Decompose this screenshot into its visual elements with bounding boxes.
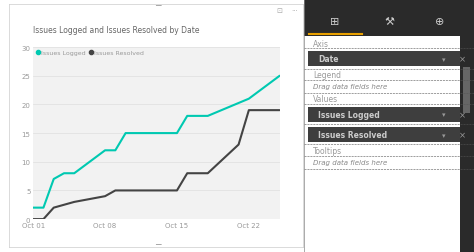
Text: ×: × bbox=[459, 55, 465, 64]
Text: ×: × bbox=[459, 110, 465, 119]
Text: Issues Logged and Issues Resolved by Date: Issues Logged and Issues Resolved by Dat… bbox=[33, 26, 200, 35]
Text: Values: Values bbox=[313, 95, 338, 104]
FancyBboxPatch shape bbox=[460, 0, 474, 252]
FancyBboxPatch shape bbox=[304, 0, 474, 37]
Text: Date: Date bbox=[318, 55, 338, 64]
Text: ⊕: ⊕ bbox=[436, 16, 445, 26]
Text: ×: × bbox=[459, 131, 465, 140]
Text: ━━: ━━ bbox=[155, 242, 162, 247]
Text: ▾: ▾ bbox=[442, 132, 445, 138]
Text: ▾: ▾ bbox=[442, 112, 445, 118]
Text: Drag data fields here: Drag data fields here bbox=[313, 160, 387, 166]
FancyBboxPatch shape bbox=[463, 68, 470, 113]
Text: ⊡: ⊡ bbox=[276, 8, 282, 14]
FancyBboxPatch shape bbox=[308, 108, 471, 122]
Legend: Issues Logged, Issues Resolved: Issues Logged, Issues Resolved bbox=[36, 51, 144, 56]
Text: Issues Logged: Issues Logged bbox=[318, 110, 380, 119]
Text: Drag data fields here: Drag data fields here bbox=[313, 84, 387, 90]
Text: Axis: Axis bbox=[313, 40, 329, 49]
Text: Legend: Legend bbox=[313, 71, 341, 80]
Text: ━━: ━━ bbox=[155, 4, 162, 9]
Text: ⚒: ⚒ bbox=[384, 16, 394, 26]
Text: ⊞: ⊞ bbox=[330, 16, 339, 26]
Text: ···: ··· bbox=[292, 8, 298, 14]
Text: ▾: ▾ bbox=[442, 56, 445, 62]
Text: Issues Resolved: Issues Resolved bbox=[318, 131, 387, 140]
FancyBboxPatch shape bbox=[308, 52, 471, 67]
Text: Tooltips: Tooltips bbox=[313, 147, 342, 156]
FancyBboxPatch shape bbox=[308, 128, 471, 142]
